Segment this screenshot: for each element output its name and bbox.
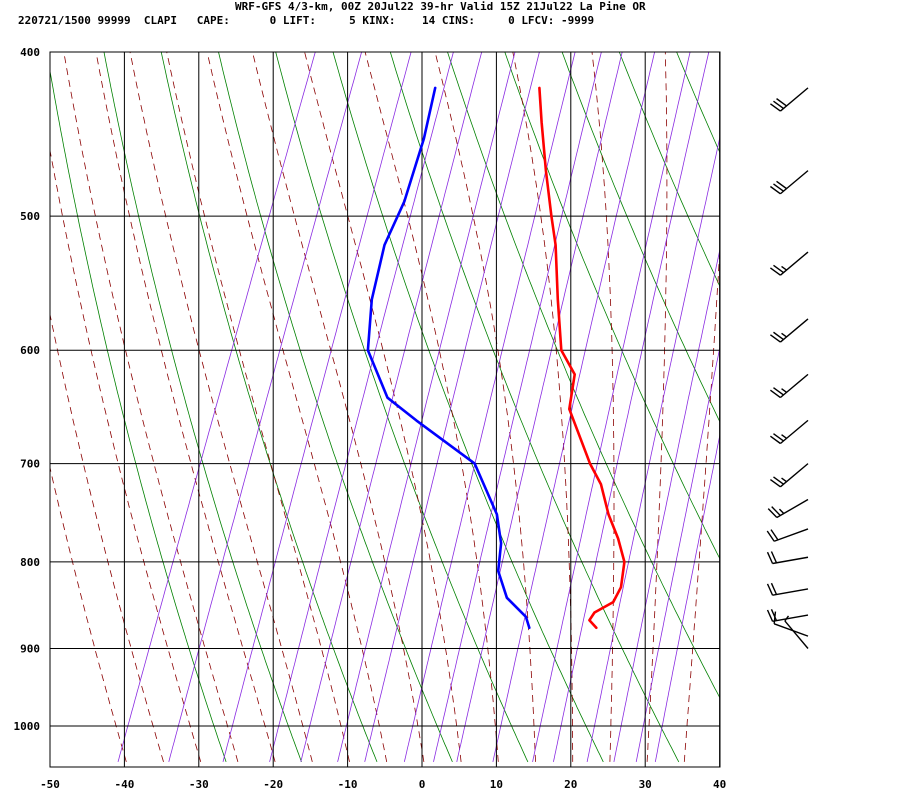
wind-barb	[784, 615, 809, 649]
mixing-ratio-line	[269, 52, 454, 762]
x-tick-label: -40	[114, 778, 134, 791]
dry-adiabat	[218, 52, 453, 763]
moist-adiabat	[512, 52, 574, 762]
wind-barb	[767, 498, 809, 519]
x-tick-label: 20	[564, 778, 577, 791]
sounding-title: WRF-GFS 4/3-km, 00Z 20Jul22 39-hr Valid …	[235, 0, 646, 13]
x-tick-label: -10	[338, 778, 358, 791]
mixing-ratio-line	[433, 52, 602, 762]
dry-adiabat	[50, 68, 227, 763]
mixing-ratio-line	[222, 52, 412, 762]
y-tick-labels: 400 500 600 700 800 900 1000	[14, 46, 41, 733]
dry-adiabat	[504, 52, 720, 560]
moist-adiabat	[434, 52, 536, 762]
moist-adiabat	[722, 43, 788, 762]
moist-adiabat	[206, 52, 388, 762]
dry-adiabat	[730, 43, 900, 762]
mixing-ratio-line	[532, 52, 691, 762]
y-tick-label: 400	[20, 46, 40, 59]
y-tick-label: 800	[20, 556, 40, 569]
moist-adiabat	[252, 52, 425, 762]
mixing-ratio-line	[300, 52, 483, 762]
wind-barb	[769, 87, 809, 112]
y-tick-label: 600	[20, 344, 40, 357]
mixing-ratio-line	[117, 52, 316, 763]
wind-barb	[773, 611, 809, 637]
wind-barb	[769, 318, 809, 343]
wind-barbs	[766, 87, 809, 649]
mixing-ratio-line	[492, 52, 656, 762]
dry-adiabat	[160, 52, 378, 763]
moist-adiabat	[50, 148, 202, 763]
wind-barb	[766, 528, 809, 542]
dry-adiabat	[389, 52, 680, 763]
y-tick-label: 500	[20, 210, 40, 223]
wind-barb	[769, 170, 809, 195]
mixing-ratio-line	[337, 52, 516, 762]
mixing-ratio-line	[168, 52, 363, 762]
dry-adiabat	[787, 43, 900, 762]
dry-adiabat	[103, 52, 302, 763]
dry-adiabat	[618, 52, 720, 288]
moist-adiabat	[646, 52, 668, 762]
wind-barb	[766, 551, 809, 565]
moist-adiabat	[304, 52, 462, 762]
dry-adiabat	[561, 52, 720, 423]
dry-adiabat	[275, 52, 529, 763]
wind-barb	[766, 609, 809, 622]
moist-adiabat	[683, 239, 720, 762]
moist-adiabat	[364, 52, 499, 762]
temperature-profile	[538, 86, 626, 630]
x-tick-label: 30	[639, 778, 652, 791]
x-tick-label: -20	[263, 778, 283, 791]
thermo-background-lines	[50, 43, 900, 763]
x-tick-label: 0	[419, 778, 426, 791]
dry-adiabat	[332, 52, 604, 763]
mixing-ratio-line	[586, 134, 720, 762]
y-tick-label: 900	[20, 642, 40, 655]
mixing-ratio-line	[635, 344, 720, 762]
moist-adiabat	[95, 52, 276, 763]
dry-adiabat	[676, 52, 720, 154]
mixing-ratio-line	[654, 432, 720, 762]
wind-barb	[769, 463, 809, 488]
x-tick-labels: -50 -40 -30 -20 -10 0 10 20 30 40	[40, 778, 726, 791]
moist-adiabat	[166, 52, 350, 762]
wind-barb	[769, 373, 809, 399]
x-tick-label: -30	[189, 778, 209, 791]
moist-adiabat	[50, 465, 127, 763]
x-tick-label: 10	[490, 778, 503, 791]
y-tick-label: 1000	[14, 720, 41, 733]
moist-adiabat	[129, 52, 313, 762]
sounding-indices: 220721/1500 99999 CLAPI CAPE: 0 LIFT: 5 …	[18, 14, 595, 27]
moist-adiabat	[63, 52, 239, 763]
mixing-ratio-line	[456, 52, 623, 762]
y-tick-label: 700	[20, 458, 40, 471]
x-tick-label: -50	[40, 778, 60, 791]
wind-barb	[769, 419, 809, 445]
x-tick-label: 40	[713, 778, 726, 791]
wind-barb	[766, 582, 809, 596]
plot-frame	[49, 51, 721, 768]
profiles	[366, 86, 626, 630]
wind-barb	[769, 251, 809, 276]
dry-adiabat	[447, 52, 720, 699]
mixing-ratio-line	[613, 247, 720, 762]
dewpoint-profile	[366, 86, 531, 630]
dry-adiabat	[844, 43, 900, 762]
mixing-ratio-line	[403, 52, 576, 762]
